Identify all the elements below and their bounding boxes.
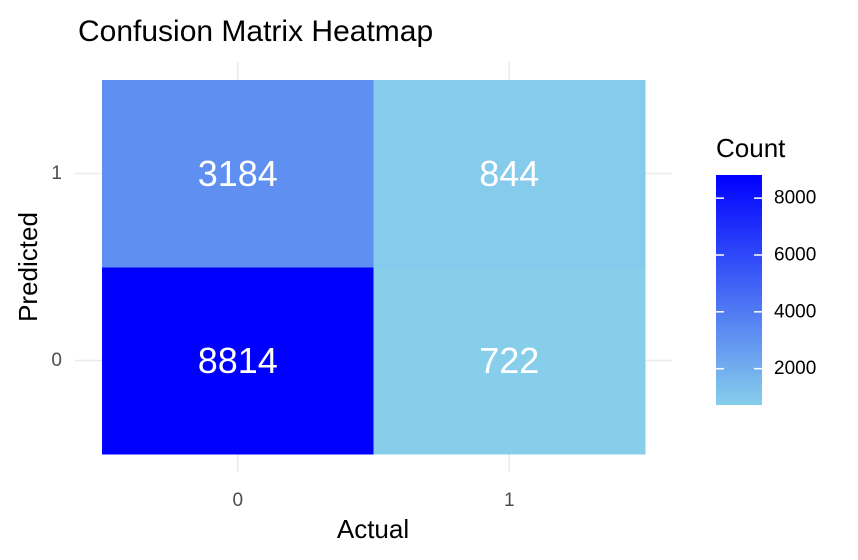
cell-label-x1-y1: 844 <box>479 153 539 194</box>
legend-ticks: 2000 4000 6000 8000 <box>716 188 816 379</box>
heatmap-cell-x0-y0 <box>102 267 374 455</box>
y-axis-ticks: 01 <box>51 163 62 371</box>
x-tick-label-0: 0 <box>232 490 243 511</box>
y-tick-label-0: 0 <box>51 350 62 371</box>
x-axis-title: Actual <box>337 514 409 544</box>
legend-tick-label-2000: 2000 <box>774 358 816 379</box>
cell-label-x0-y1: 3184 <box>198 153 278 194</box>
legend-tick-label-4000: 4000 <box>774 301 816 322</box>
chart-title: Confusion Matrix Heatmap <box>78 15 433 48</box>
x-tick-label-1: 1 <box>504 490 515 511</box>
legend-colorbar <box>716 175 762 405</box>
legend-tick-label-6000: 6000 <box>774 244 816 265</box>
y-axis-title: Predicted <box>13 212 43 322</box>
legend-tick-label-8000: 8000 <box>774 188 816 209</box>
y-tick-label-1: 1 <box>51 163 62 184</box>
heatmap-cell-x1-y0 <box>373 267 646 455</box>
legend-title: Count <box>716 133 786 163</box>
heatmap-cells <box>102 80 646 455</box>
cell-label-x1-y0: 722 <box>479 340 539 381</box>
cell-label-x0-y0: 8814 <box>198 340 278 381</box>
heatmap-cell-labels: 8814 722 3184 844 <box>198 153 540 381</box>
heatmap-cell-x0-y1 <box>102 80 374 268</box>
heatmap-cell-x1-y1 <box>373 80 646 268</box>
